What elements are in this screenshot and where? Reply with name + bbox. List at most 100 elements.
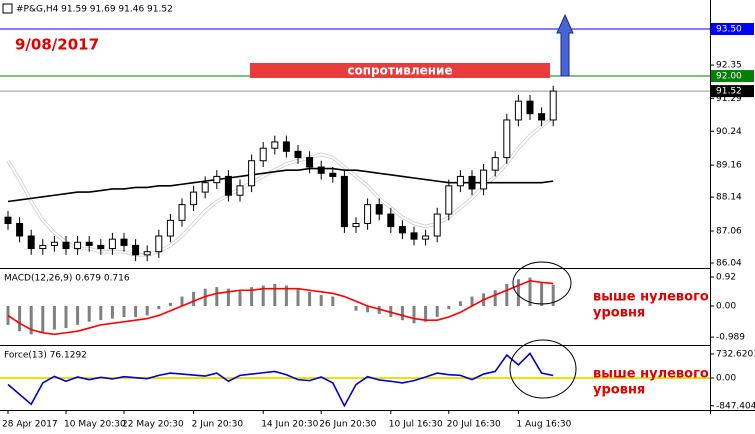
candle-body bbox=[340, 175, 348, 228]
histogram-bar bbox=[18, 305, 22, 332]
histogram-bar bbox=[87, 305, 91, 322]
histogram-bar bbox=[470, 296, 474, 306]
histogram-bar bbox=[41, 305, 45, 333]
x-tick-label: 20 Jul 16:30 bbox=[447, 420, 501, 430]
candle-body bbox=[491, 157, 499, 171]
y-tick-label: -847.404 bbox=[716, 401, 755, 411]
y-tick-label: 90.24 bbox=[716, 127, 742, 137]
candle-body bbox=[445, 185, 453, 215]
histogram-bar bbox=[366, 305, 370, 313]
histogram-bar bbox=[296, 288, 300, 306]
histogram-bar bbox=[215, 287, 219, 306]
candle-body bbox=[433, 213, 441, 237]
candle-body bbox=[224, 175, 232, 196]
candle-body bbox=[16, 222, 24, 237]
resistance-box bbox=[250, 63, 550, 78]
candle-body bbox=[282, 141, 290, 152]
candle-body bbox=[375, 204, 383, 215]
histogram-bar bbox=[273, 283, 277, 306]
annotation: выше нулевого bbox=[593, 367, 709, 382]
histogram-bar bbox=[308, 291, 312, 306]
candle-body bbox=[143, 251, 151, 256]
histogram-bar bbox=[424, 305, 428, 322]
plot-area: 86.04 87.06 88.14 89.16 90.24 91.29 92.35 93.50… bbox=[0, 23, 755, 430]
candle-body bbox=[4, 216, 12, 224]
level-label: 91.52 bbox=[716, 87, 742, 97]
candle-body bbox=[213, 175, 221, 184]
histogram-bar bbox=[458, 301, 462, 306]
candle-body bbox=[306, 157, 314, 168]
y-tick-label: 92.35 bbox=[716, 61, 742, 71]
candle-body bbox=[398, 226, 406, 234]
candle-body bbox=[27, 235, 35, 250]
y-tick-label: 89.16 bbox=[716, 161, 742, 171]
candle-body bbox=[271, 141, 279, 149]
candle-body bbox=[132, 244, 140, 256]
histogram-bar bbox=[250, 287, 254, 306]
histogram-bar bbox=[319, 294, 323, 306]
panel-title: Force(13) 76.1292 bbox=[4, 351, 87, 361]
date-annotation: 9/08/2017 bbox=[15, 36, 99, 54]
x-tick-label: 14 Jun 20:30 bbox=[261, 420, 318, 430]
histogram-bar bbox=[435, 305, 439, 318]
histogram-bar bbox=[168, 302, 172, 306]
x-tick-label: 1 Aug 16:30 bbox=[516, 420, 571, 430]
y-tick-label: 86.04 bbox=[716, 258, 742, 268]
candle-body bbox=[50, 241, 58, 246]
candle-body bbox=[526, 100, 534, 115]
y-tick-label: 0.92 bbox=[716, 273, 736, 283]
histogram-bar bbox=[99, 305, 103, 321]
candle-body bbox=[108, 238, 116, 250]
y-tick-label: 732.6201 bbox=[716, 349, 755, 359]
histogram-bar bbox=[157, 305, 161, 310]
candle-body bbox=[120, 238, 128, 246]
level-box bbox=[711, 85, 754, 98]
histogram-bar bbox=[180, 296, 184, 306]
candle-body bbox=[97, 244, 105, 250]
x-tick-label: 28 Apr 2017 bbox=[2, 420, 58, 430]
histogram-bar bbox=[52, 305, 56, 330]
line bbox=[7, 279, 554, 336]
annotation: уровня bbox=[593, 383, 645, 398]
x-tick-label: 22 May 20:30 bbox=[122, 420, 184, 430]
histogram-bar bbox=[447, 305, 451, 310]
header-icon bbox=[2, 3, 13, 14]
histogram-bar bbox=[331, 296, 335, 306]
candle-body bbox=[468, 175, 476, 190]
histogram-bar bbox=[505, 283, 509, 306]
candle-body bbox=[62, 241, 70, 250]
histogram-bar bbox=[540, 282, 544, 306]
resistance-label: сопротивление bbox=[347, 64, 452, 78]
histogram-bar bbox=[528, 277, 532, 306]
candle-body bbox=[201, 182, 209, 193]
histogram-bar bbox=[145, 305, 149, 316]
histogram-bar bbox=[64, 305, 68, 329]
y-tick-label: 88.14 bbox=[716, 193, 742, 203]
y-tick-label: 87.06 bbox=[716, 226, 742, 236]
candle-body bbox=[294, 150, 302, 159]
candle-body bbox=[514, 100, 522, 121]
candle-body bbox=[190, 191, 198, 206]
histogram-bar bbox=[493, 290, 497, 306]
x-tick-label: 26 Jun 20:30 bbox=[319, 420, 376, 430]
candle-body bbox=[248, 160, 256, 187]
candle-body bbox=[329, 172, 337, 177]
annotation: уровня bbox=[593, 306, 645, 321]
y-tick-label: 91.29 bbox=[716, 94, 742, 104]
level-label: 92.00 bbox=[716, 72, 742, 82]
candle-body bbox=[480, 169, 488, 190]
histogram-bar bbox=[192, 291, 196, 306]
candle-body bbox=[364, 204, 372, 224]
histogram-bar bbox=[354, 305, 358, 311]
candle-body bbox=[422, 235, 430, 240]
histogram-bar bbox=[516, 279, 520, 306]
candle-body bbox=[155, 235, 163, 253]
candle-body bbox=[538, 113, 546, 121]
x-tick-label: 10 Jul 16:30 bbox=[389, 420, 443, 430]
candle-body bbox=[387, 213, 395, 228]
histogram-bar bbox=[400, 305, 404, 321]
annotation: выше нулевого bbox=[593, 290, 709, 305]
histogram-bar bbox=[551, 284, 555, 306]
level-label: 93.50 bbox=[716, 25, 742, 35]
